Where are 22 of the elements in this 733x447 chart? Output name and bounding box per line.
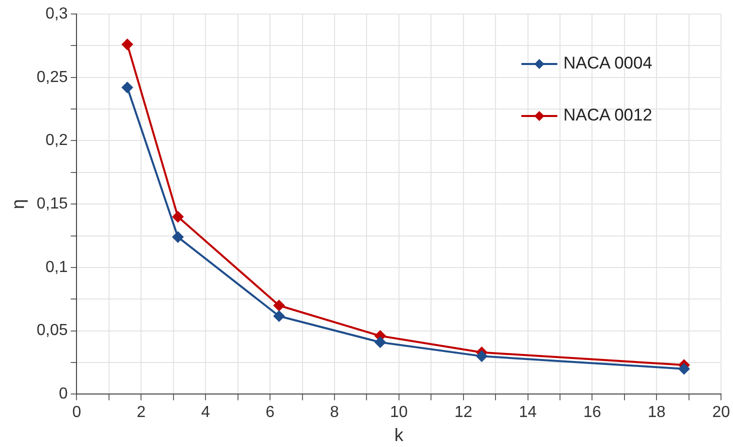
y-tick-label: 0,2 [45, 132, 68, 150]
y-tick-label: 0,15 [36, 196, 68, 213]
x-tick-label: 12 [454, 404, 472, 422]
x-tick-label: 16 [583, 404, 602, 422]
y-tick-label: 0,25 [36, 68, 68, 86]
y-tick-label: 0,05 [36, 322, 68, 340]
x-tick-label: 4 [201, 404, 210, 422]
x-axis-title: k [394, 425, 404, 446]
x-tick-label: 2 [136, 404, 146, 422]
legend-label: NACA 0004 [563, 54, 652, 73]
y-tick-label: 0,1 [45, 258, 68, 276]
x-tick-label: 14 [518, 404, 537, 422]
x-tick-label: 8 [330, 404, 340, 422]
y-tick-label: 0 [58, 386, 68, 403]
x-tick-label: 0 [72, 404, 82, 422]
y-axis-title: η [8, 199, 28, 210]
x-tick-label: 10 [390, 404, 408, 422]
x-tick-label: 6 [266, 404, 275, 422]
legend-label: NACA 0012 [563, 106, 652, 125]
x-tick-label: 20 [712, 404, 730, 422]
y-tick-label: 0,3 [45, 5, 68, 22]
x-tick-label: 18 [648, 404, 666, 422]
